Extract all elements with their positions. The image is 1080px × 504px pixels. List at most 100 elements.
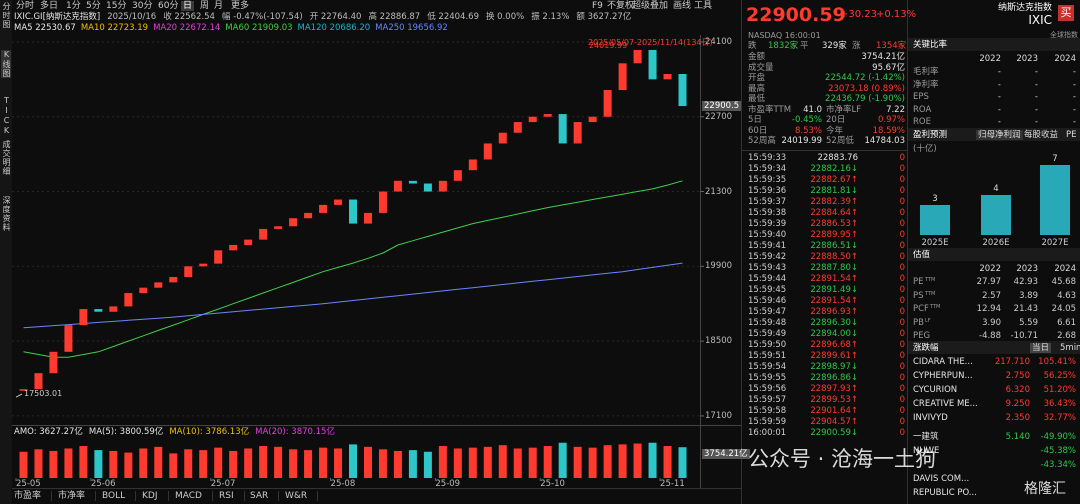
candle <box>49 351 58 374</box>
tick-price: 22898.97↓ <box>810 362 858 372</box>
tick-time: 15:59:55 <box>748 373 787 383</box>
tick-price: 22891.54↑ <box>810 274 858 284</box>
section-title: 盈利预测 <box>913 130 948 140</box>
period-tab[interactable]: 月 <box>214 1 224 11</box>
divider <box>741 0 742 504</box>
buy-button[interactable]: 买 <box>1058 5 1074 21</box>
x-tick-label: 25-11 <box>660 479 685 489</box>
breadth: 1354家 <box>876 41 907 51</box>
stock-pct: 105.41% <box>1038 357 1076 367</box>
volume-bar <box>648 442 657 478</box>
tool-button[interactable]: 不复权 <box>607 1 635 11</box>
period-tab[interactable]: 分时 <box>16 1 35 11</box>
volume-bar <box>64 448 73 478</box>
indicator-tab[interactable]: BOLL <box>102 491 137 501</box>
volume-bar <box>259 446 268 478</box>
forecast-tab[interactable]: PE <box>1066 130 1077 140</box>
indicator-tab[interactable]: 市盈率 <box>14 491 53 501</box>
tick-volume: 0 <box>899 274 905 284</box>
volume-bar <box>588 447 597 478</box>
valuation-sup: TTM <box>925 277 936 283</box>
valuation-sup: LF <box>925 317 931 324</box>
volume-bar <box>528 447 537 478</box>
info-item: 低 22404.69 <box>427 12 479 22</box>
tick-price: 22899.61↑ <box>810 351 858 361</box>
forecast-tab[interactable]: 每股收益 <box>1024 130 1059 140</box>
volume-bar <box>483 446 492 478</box>
tick-price: 22884.64↑ <box>810 208 858 218</box>
period-tab[interactable]: 日 <box>181 1 195 11</box>
volume-bar <box>34 449 43 478</box>
ma-line <box>23 262 683 329</box>
tool-button[interactable]: 工具 <box>694 1 713 11</box>
tick-price: 22900.59↓ <box>810 428 858 438</box>
ratio-label: ROE <box>913 117 931 127</box>
valuation-label: PS <box>913 290 924 301</box>
legend-entry: MA60 21909.03 <box>225 23 293 33</box>
candle <box>633 49 642 64</box>
tick-volume: 0 <box>899 175 905 185</box>
forecast-category: 2026E <box>982 238 1010 248</box>
movers-tab[interactable]: 当日 <box>1030 343 1052 353</box>
volume-bar <box>199 450 208 478</box>
tick-volume: 0 <box>899 230 905 240</box>
forecast-tab[interactable]: 归母净利润 <box>976 130 1023 140</box>
forecast-bar <box>981 195 1011 235</box>
period-tab[interactable]: 60分 <box>158 1 179 11</box>
indicator-tab[interactable]: SAR <box>250 491 280 501</box>
period-tab[interactable]: 30分 <box>132 1 153 11</box>
period-tab[interactable]: 5分 <box>86 1 101 11</box>
sidebar-tab[interactable]: 深度资料 <box>2 196 11 232</box>
candle <box>573 122 582 144</box>
sidebar-tab[interactable]: TICK <box>2 96 11 136</box>
legend-entry: MA(20): 3870.15亿 <box>255 427 335 437</box>
stat-value: 41.0 <box>803 104 822 115</box>
ratio-value: - <box>997 67 1001 77</box>
tick-price: 22882.39↑ <box>810 197 858 207</box>
period-tab[interactable]: 15分 <box>106 1 127 11</box>
candle <box>319 204 328 213</box>
candle <box>378 191 387 213</box>
period-tab[interactable]: 周 <box>200 1 210 11</box>
period-tab[interactable]: 更多 <box>231 1 250 11</box>
tick-time: 15:59:38 <box>748 208 787 218</box>
tool-button[interactable]: 画线 <box>673 1 692 11</box>
tool-button[interactable]: 超级叠加 <box>632 1 669 11</box>
stat-value: 22544.72 (-1.42%) <box>825 73 905 83</box>
indicator-tab[interactable]: KDJ <box>142 491 169 501</box>
info-item: 换 0.00% <box>485 12 525 22</box>
info-item: 开 22764.40 <box>309 12 362 22</box>
period-tab[interactable]: 1分 <box>66 1 81 11</box>
candle <box>423 183 432 192</box>
sidebar-tab[interactable]: 成交明细 <box>2 140 11 176</box>
sidebar-tab[interactable]: K线图 <box>1 50 11 78</box>
stock-pct: -43.34% <box>1040 460 1076 470</box>
indicator-tab[interactable]: MACD <box>175 491 213 501</box>
tool-button[interactable]: F9 <box>592 1 603 11</box>
movers-tab[interactable]: 5min <box>1060 343 1080 353</box>
volume-bar <box>319 447 328 478</box>
divider <box>742 150 907 151</box>
stock-price: 9.250 <box>1005 399 1030 409</box>
tick-volume: 0 <box>899 395 905 405</box>
volume-bar <box>378 449 387 478</box>
indicator-tab[interactable]: RSI <box>219 491 245 501</box>
indicator-tab[interactable]: 市净率 <box>58 491 97 501</box>
section-title: 涨跌幅 <box>913 343 939 353</box>
volume-bar <box>124 452 133 478</box>
tick-price: 22891.49↓ <box>810 285 858 295</box>
indicator-tab[interactable]: W&R <box>285 491 319 501</box>
ratio-value: - <box>1072 117 1076 127</box>
sidebar-tab[interactable]: 分时图 <box>2 2 11 29</box>
year-header: 2022 <box>979 54 1001 64</box>
ratio-value: - <box>1072 67 1076 77</box>
stock-name: CREATIVE ME... <box>913 399 978 409</box>
candle <box>34 373 43 390</box>
change: +30.23 <box>840 9 878 20</box>
valuation-value: 2.68 <box>1057 331 1076 341</box>
forecast-value: 7 <box>1052 154 1058 164</box>
tick-volume: 0 <box>899 417 905 427</box>
period-tab[interactable]: 多日 <box>40 1 59 11</box>
volume-bar <box>633 443 642 478</box>
volume-bar <box>408 450 417 478</box>
